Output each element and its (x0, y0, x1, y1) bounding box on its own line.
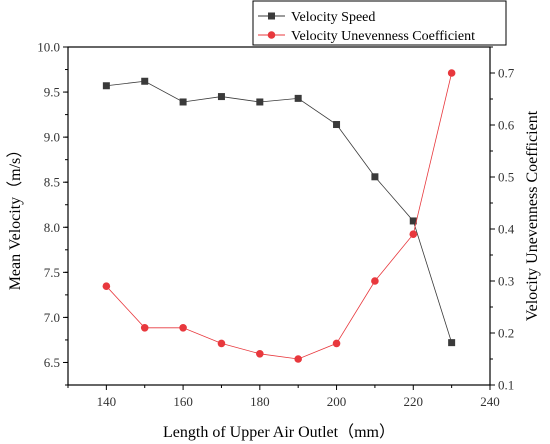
y-left-axis-title: Mean Velocity（m/s） (6, 142, 24, 291)
y-right-axis-title: Velocity Unevenness Coefficient (524, 110, 541, 321)
x-tick-label: 160 (173, 394, 193, 409)
legend-label-1: Velocity Speed (291, 10, 375, 25)
plot-frame (67, 46, 491, 386)
velocity-speed-point (294, 94, 302, 102)
y-right-tick-label: 0.2 (498, 326, 514, 341)
velocity-speed-point (448, 339, 456, 347)
velocity-speed-point (409, 217, 417, 225)
x-tick-label: 240 (480, 394, 500, 409)
unevenness-coefficient-point (179, 324, 187, 332)
y-right-tick-label: 0.3 (498, 274, 514, 289)
x-tick-label: 140 (97, 394, 117, 409)
x-axis-title: Length of Upper Air Outlet（mm） (163, 423, 395, 441)
y-left-tick-label: 6.5 (44, 355, 60, 370)
y-right-tick-label: 0.6 (498, 118, 515, 133)
y-right-tick-label: 0.4 (498, 222, 515, 237)
legend-label-2: Velocity Unevenness Coefficient (291, 29, 475, 44)
y-left-tick-label: 7.0 (44, 310, 60, 325)
y-left-tick-label: 9.5 (44, 85, 60, 100)
y-left-tick-label: 10.0 (37, 40, 60, 55)
velocity-speed-point (179, 98, 187, 106)
velocity-speed-point (256, 98, 264, 106)
series-line-1 (106, 80, 453, 343)
unevenness-coefficient-point (409, 230, 418, 238)
y-right-tick-label: 0.5 (498, 170, 514, 185)
y-left-tick-label: 8.5 (44, 175, 60, 190)
unevenness-coefficient-point (447, 69, 456, 77)
velocity-speed-point (102, 82, 110, 90)
x-tick-label: 180 (250, 394, 270, 409)
y-left-tick-label: 8.0 (44, 220, 60, 235)
series-layer (102, 69, 456, 363)
legend: Velocity Speed Velocity Unevenness Coeffi… (252, 0, 507, 46)
legend-circle-marker (267, 31, 276, 39)
y-left-tick-label: 9.0 (44, 130, 60, 145)
unevenness-coefficient-point (294, 355, 302, 363)
unevenness-coefficient-point (217, 339, 226, 348)
velocity-speed-point (371, 173, 379, 181)
unevenness-coefficient-point (140, 324, 149, 332)
axes: 140 160 180 200 220 240 6.5 7.0 7.5 8.0 8.5 9.0 9.5 1… (37, 40, 515, 410)
velocity-speed-point (333, 121, 341, 129)
unevenness-coefficient-point (332, 339, 341, 348)
series-line-2 (106, 72, 453, 360)
legend-box (252, 0, 507, 46)
unevenness-coefficient-point (102, 282, 111, 291)
y-left-tick-label: 7.5 (44, 265, 60, 280)
y-right-tick-label: 0.7 (498, 66, 515, 81)
x-tick-label: 220 (404, 394, 424, 409)
legend-square-marker (268, 12, 275, 20)
unevenness-coefficient-point (256, 350, 264, 358)
velocity-speed-point (141, 77, 149, 85)
y-right-tick-label: 0.1 (498, 378, 514, 393)
velocity-speed-point (217, 93, 225, 101)
unevenness-coefficient-point (371, 277, 379, 285)
x-tick-label: 200 (327, 394, 347, 409)
